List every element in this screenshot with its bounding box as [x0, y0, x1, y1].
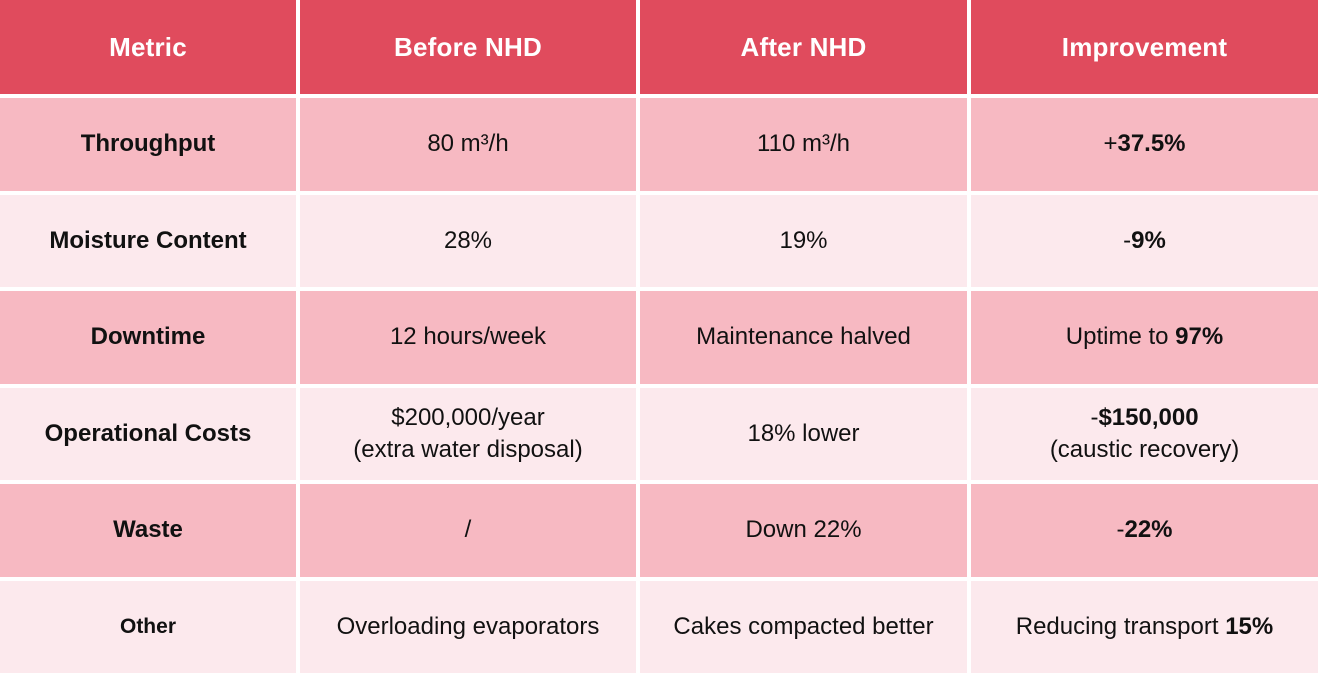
metric-cell: Waste [0, 484, 296, 577]
improvement-cell: Reducing transport 15% [971, 580, 1318, 673]
before-cell: 12 hours/week [300, 291, 636, 384]
metric-cell: Throughput [0, 98, 296, 191]
after-cell: Maintenance halved [640, 291, 967, 384]
header-cell-before-nhd: Before NHD [300, 0, 636, 94]
after-cell: 18% lower [640, 387, 967, 480]
after-cell: Cakes compacted better [640, 580, 967, 673]
before-cell: Overloading evaporators [300, 580, 636, 673]
improvement-cell: Uptime to 97% [971, 291, 1318, 384]
header-cell-after-nhd: After NHD [640, 0, 967, 94]
metric-cell: Other [0, 580, 296, 673]
improvement-cell: -9% [971, 194, 1318, 287]
improvement-cell: -$150,000 (caustic recovery) [971, 387, 1318, 480]
after-cell: Down 22% [640, 484, 967, 577]
improvement-cell: +37.5% [971, 98, 1318, 191]
metric-cell: Operational Costs [0, 387, 296, 480]
before-cell: $200,000/year (extra water disposal) [300, 387, 636, 480]
metric-cell: Downtime [0, 291, 296, 384]
metric-cell: Moisture Content [0, 194, 296, 287]
after-cell: 110 m³/h [640, 98, 967, 191]
before-cell: / [300, 484, 636, 577]
before-cell: 28% [300, 194, 636, 287]
improvement-cell: -22% [971, 484, 1318, 577]
header-cell-improvement: Improvement [971, 0, 1318, 94]
header-cell-metric: Metric [0, 0, 296, 94]
after-cell: 19% [640, 194, 967, 287]
before-cell: 80 m³/h [300, 98, 636, 191]
